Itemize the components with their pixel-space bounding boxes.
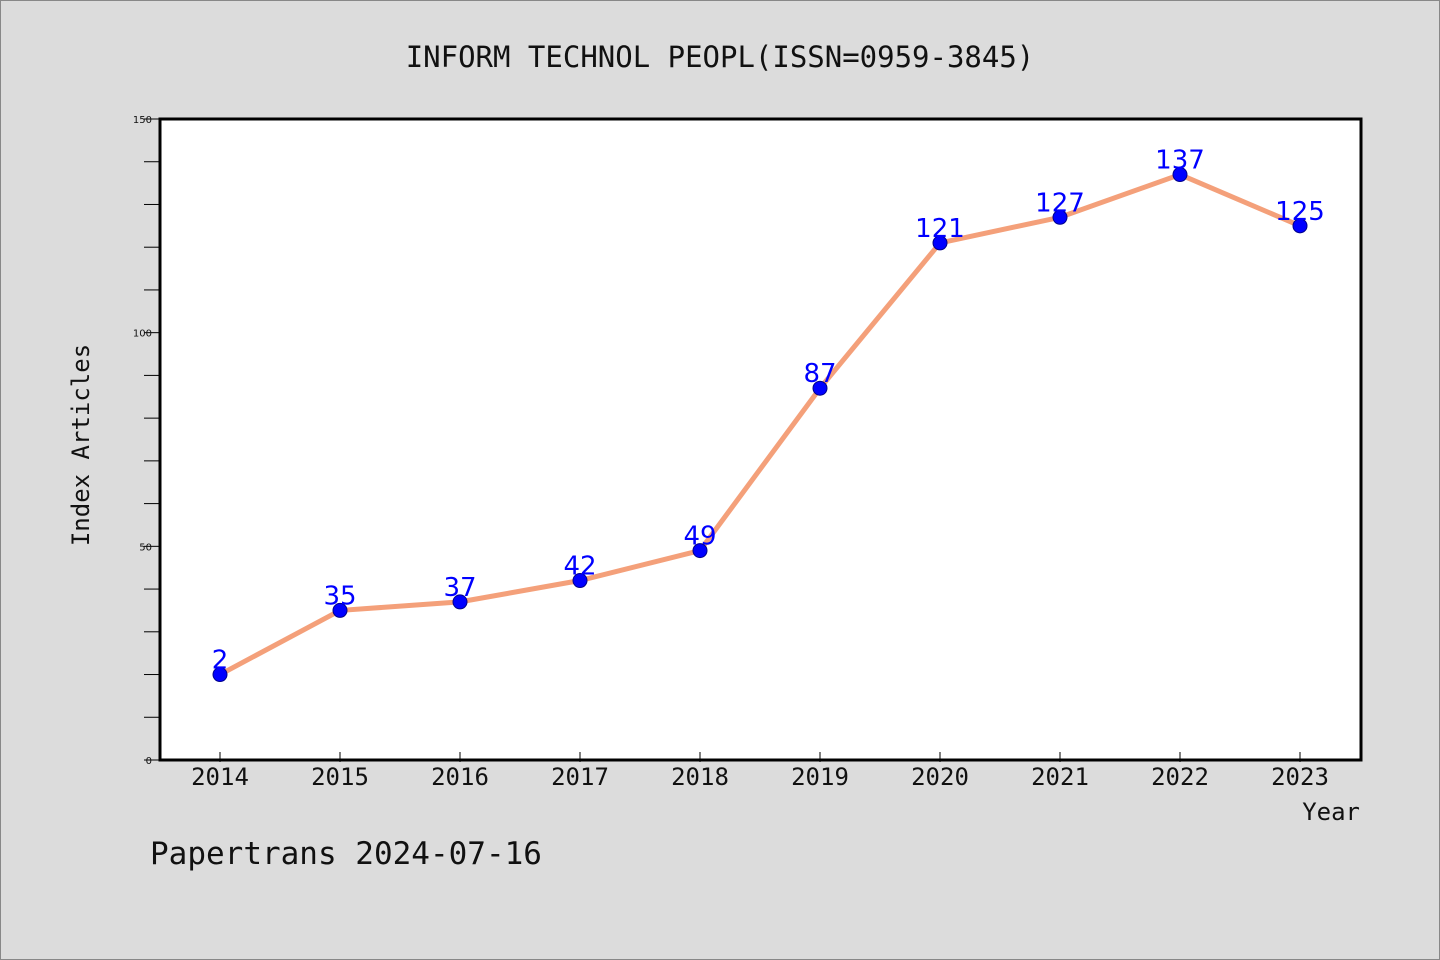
data-label: 121 [915,214,965,244]
y-axis-label: Index Articles [67,344,95,546]
data-point-marker [1052,209,1068,225]
x-tick-label: 2023 [1271,763,1329,791]
chart-title: INFORM TECHNOL PEOPL(ISSN=0959-3845) [406,40,1035,74]
x-axis-ticks: 2014 2015 2016 2017 2018 2019 2020 2021 2022 2023 [191,752,1329,791]
data-label: 137 [1155,146,1205,176]
x-tick-label: 2015 [311,763,369,791]
x-tick-label: 2022 [1151,763,1209,791]
data-point-marker [932,235,948,251]
data-point-marker [812,380,828,396]
y-axis-ticks: 0 50 100 150 [133,115,160,767]
x-tick-label: 2019 [791,763,849,791]
series-line-group [217,172,1303,678]
data-markers [212,167,1308,683]
data-point-marker [692,543,708,559]
x-tick-label: 2021 [1031,763,1089,791]
y-tick-label: 100 [133,329,152,340]
y-tick-label: 150 [133,115,152,126]
data-label: 35 [323,581,356,611]
data-label: 127 [1035,188,1085,218]
data-label: 42 [563,552,596,582]
data-point-marker [1172,167,1188,183]
x-axis-label: Year [1302,798,1360,826]
y-minor-ticks [144,161,160,718]
data-label: 49 [683,522,716,552]
x-tick-label: 2017 [551,763,609,791]
x-tick-label: 2020 [911,763,969,791]
y-tick-label: 0 [146,756,152,767]
data-label: 37 [443,573,476,603]
x-tick-label: 2016 [431,763,489,791]
data-point-marker [332,602,348,618]
data-point-marker [452,594,468,610]
data-label: 87 [803,359,836,389]
data-label: 2 [212,646,229,676]
data-point-marker [1292,218,1308,234]
x-tick-label: 2018 [671,763,729,791]
data-point-marker [572,573,588,589]
series-line [217,172,1303,678]
x-tick-label: 2014 [191,763,249,791]
y-tick-label: 50 [139,542,152,553]
data-point-marker [212,667,228,683]
data-labels: 2 35 37 42 49 87 121 127 137 125 [212,146,1325,676]
data-label: 125 [1275,197,1325,227]
plot-area [158,117,1363,762]
footer-text: Papertrans 2024-07-16 [150,836,542,872]
